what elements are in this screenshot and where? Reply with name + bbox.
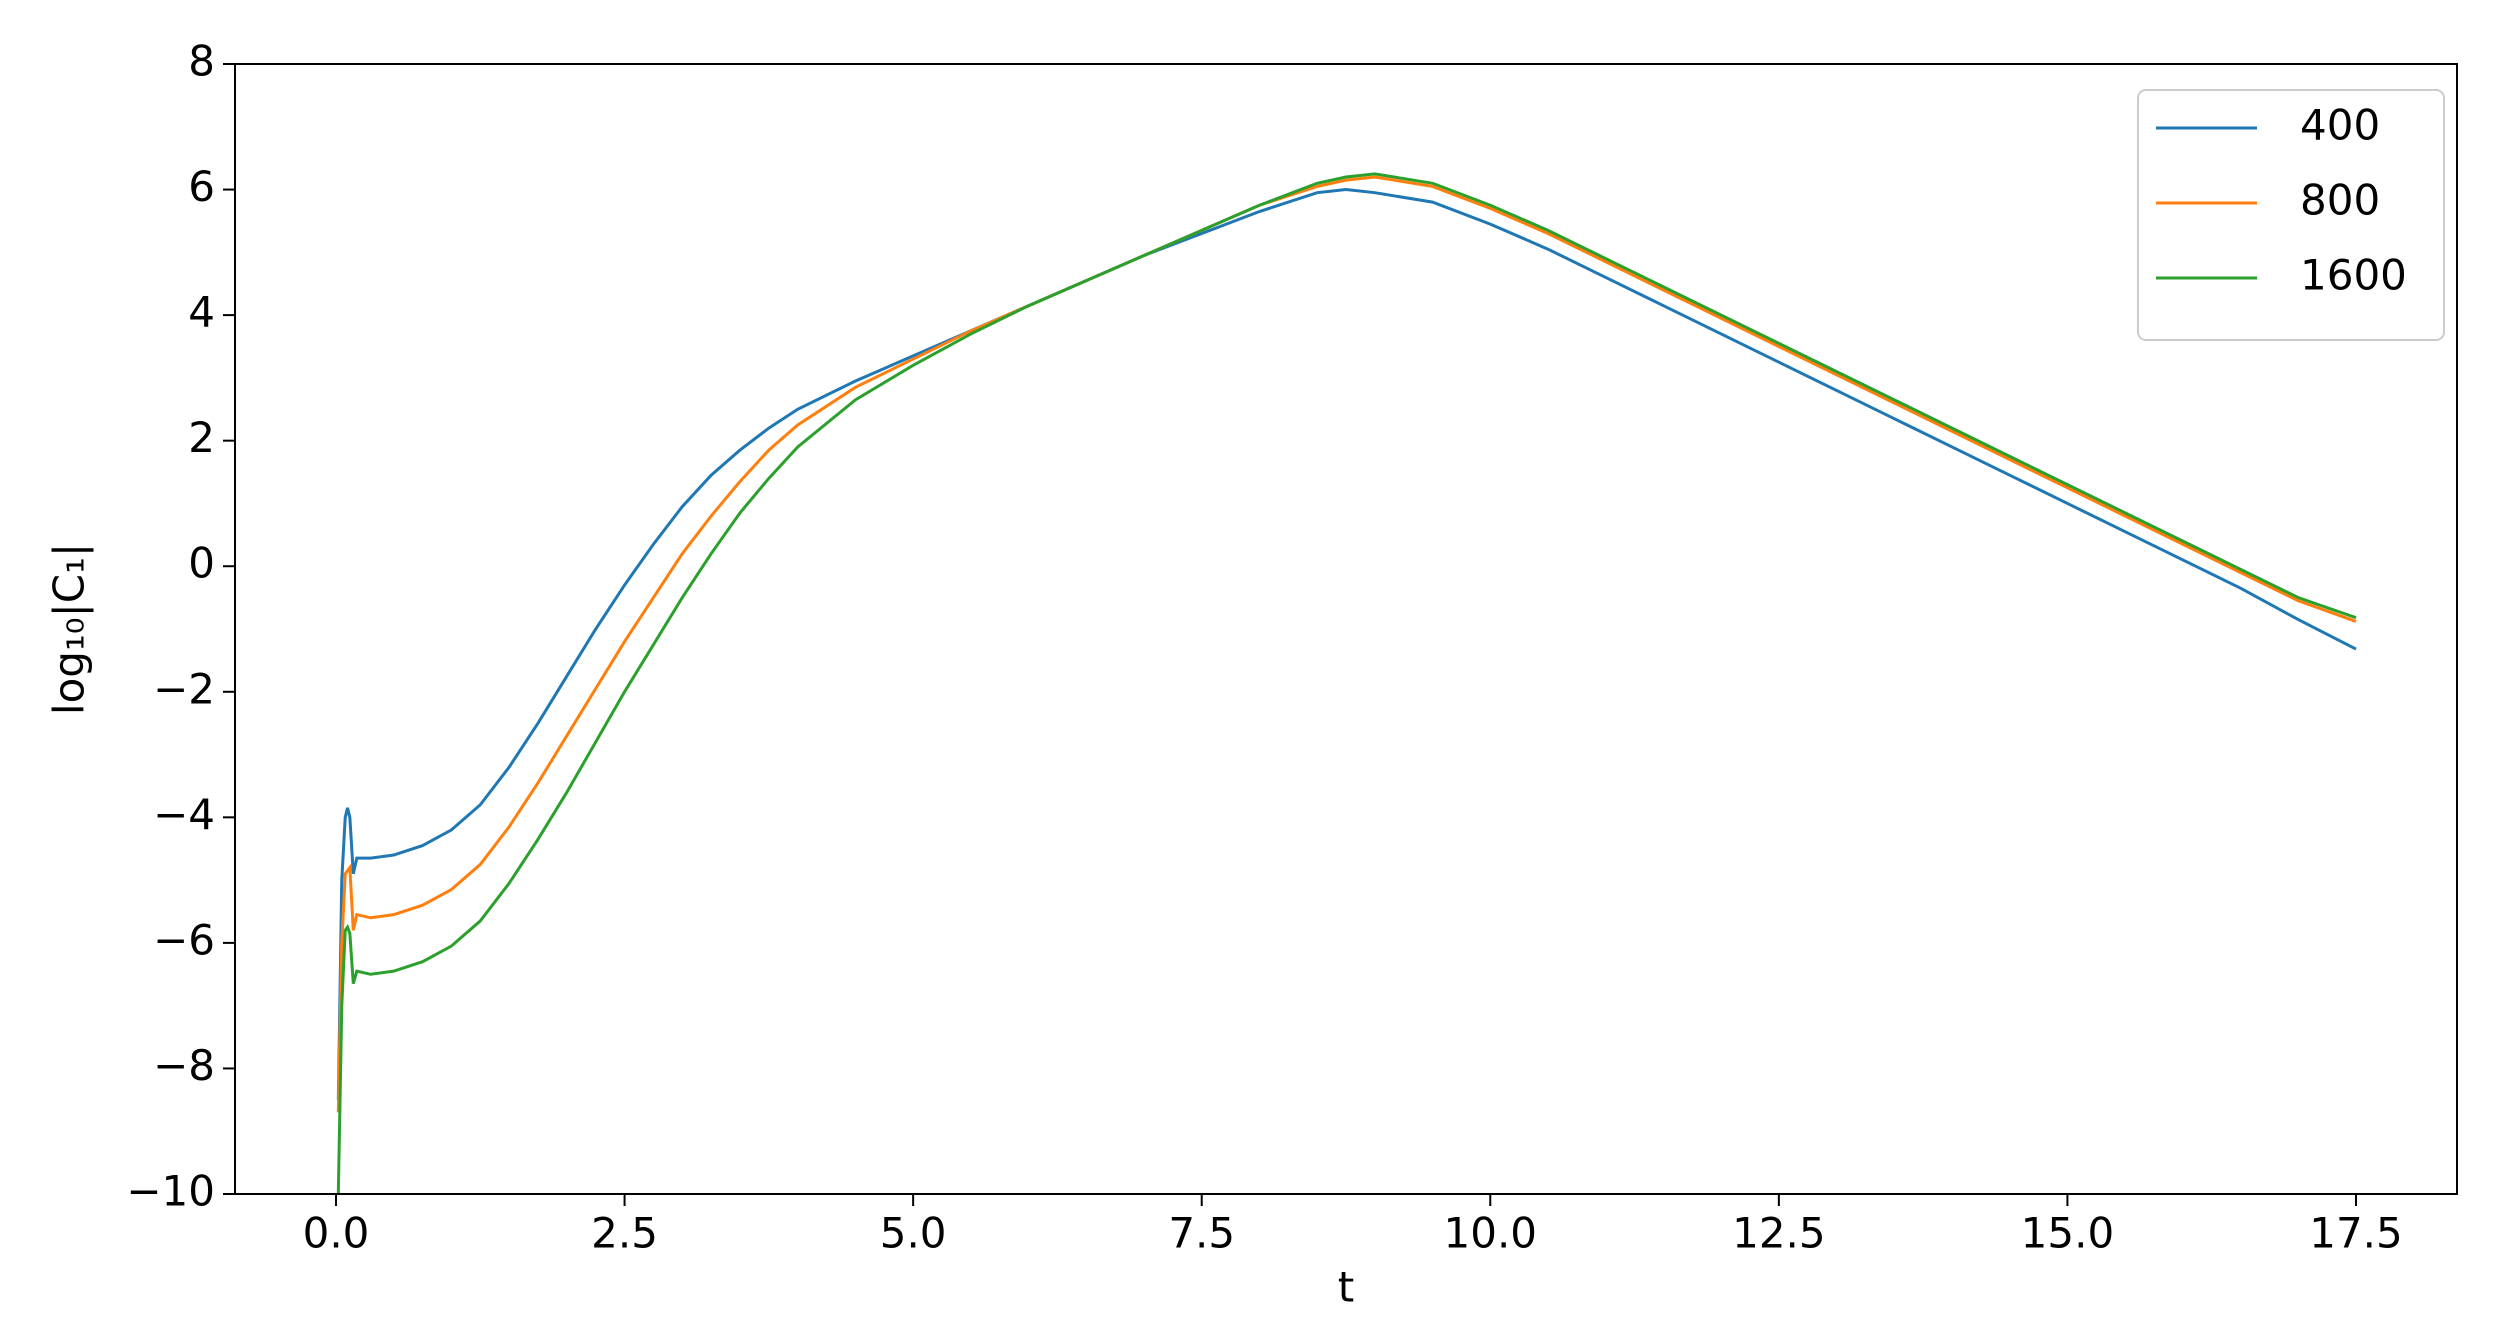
- y-tick-label: −6: [153, 915, 215, 964]
- y-tick-label: 4: [188, 288, 215, 337]
- x-tick-label: 12.5: [1732, 1209, 1826, 1258]
- y-tick-label: −2: [153, 664, 215, 713]
- x-tick-label: 17.5: [2309, 1209, 2403, 1258]
- y-tick-label: 2: [188, 413, 215, 462]
- x-tick-label: 2.5: [591, 1209, 658, 1258]
- y-tick-label: −8: [153, 1041, 215, 1090]
- x-tick-label: 10.0: [1444, 1209, 1538, 1258]
- y-tick-label: 8: [188, 37, 215, 86]
- data-line: [336, 175, 2357, 1113]
- legend-label: 800: [2300, 176, 2380, 225]
- legend-label: 400: [2300, 101, 2380, 150]
- x-tick-label: 7.5: [1168, 1209, 1235, 1258]
- data-line: [336, 172, 2357, 1194]
- data-line: [336, 188, 2357, 1100]
- legend-label: 1600: [2300, 251, 2407, 300]
- x-tick-label: 5.0: [880, 1209, 947, 1258]
- plot-frame: [234, 63, 2458, 1195]
- x-tick-label: 0.0: [303, 1209, 370, 1258]
- x-axis-label: t: [1338, 1263, 1354, 1312]
- y-tick-label: 6: [188, 162, 215, 211]
- y-tick-label: −4: [153, 790, 215, 839]
- y-axis-label: log₁₀|C₁|: [45, 543, 94, 715]
- y-tick-label: −10: [126, 1167, 215, 1216]
- x-tick-label: 15.0: [2021, 1209, 2115, 1258]
- y-tick-label: 0: [188, 539, 215, 588]
